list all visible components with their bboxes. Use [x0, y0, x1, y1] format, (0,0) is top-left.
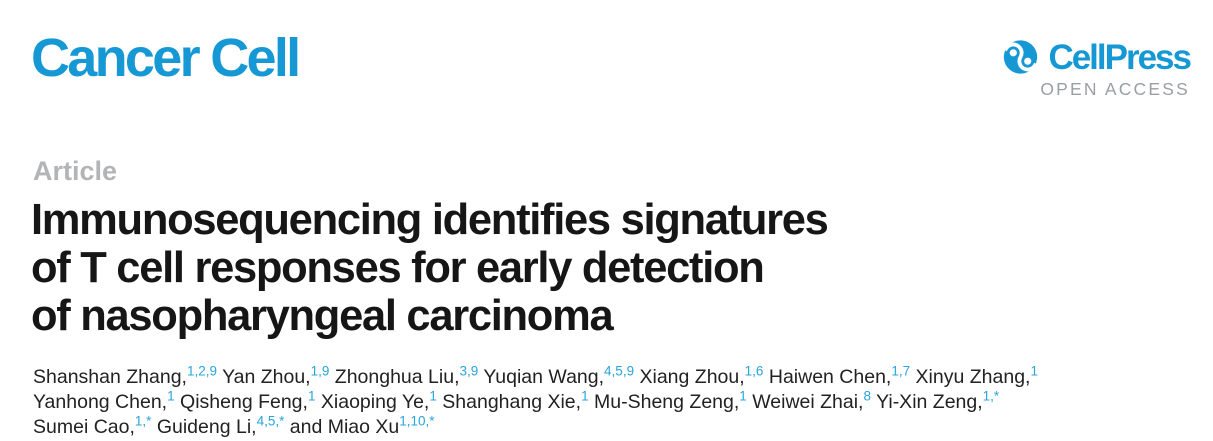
author-line: Shanshan Zhang,1,2,9 Yan Zhou,1,9 Zhongh…	[33, 363, 1038, 390]
author-name: Yuqian Wang,	[483, 366, 605, 388]
author-name: Yanhong Chen,	[33, 391, 168, 413]
author-name: Xiaoping Ye,	[320, 391, 430, 413]
author-name: Mu-Sheng Zeng,	[594, 391, 740, 413]
author-affiliation-superscript: 1	[307, 388, 316, 404]
author-affiliation-superscript: 1,7	[891, 363, 911, 379]
cellpress-logo-icon	[1003, 40, 1039, 74]
author-affiliation-superscript: 1	[1030, 363, 1038, 379]
author-name: Qisheng Feng,	[180, 391, 308, 413]
author-name: Shanshan Zhang,	[33, 366, 187, 388]
author-line: Yanhong Chen,1 Qisheng Feng,1 Xiaoping Y…	[33, 388, 1038, 415]
publisher-block: CellPress OPEN ACCESS	[1000, 37, 1192, 99]
author-affiliation-superscript: 1,2,9	[186, 363, 217, 379]
journal-logo: Cancer Cell	[31, 28, 301, 88]
publisher-name: CellPress	[1048, 37, 1192, 77]
author-affiliation-superscript: 1,9	[310, 363, 330, 379]
author-name: Zhonghua Liu,	[334, 366, 460, 388]
author-name: Yi-Xin Zeng,	[876, 391, 983, 413]
author-name: Haiwen Chen,	[768, 366, 892, 388]
author-name: Xiang Zhou,	[639, 366, 745, 388]
author-affiliation-superscript: 1,6	[744, 363, 764, 379]
author-affiliation-superscript: 3,9	[459, 363, 479, 379]
author-name: Shanghang Xie,	[442, 391, 582, 413]
author-affiliation-superscript: 1	[429, 388, 437, 404]
author-name: Xinyu Zhang,	[915, 366, 1031, 388]
author-line: Sumei Cao,1,* Guideng Li,4,5,* and Miao …	[33, 413, 1038, 440]
author-affiliation-superscript: 1	[739, 388, 747, 404]
author-name: Yan Zhou,	[222, 366, 311, 388]
author-affiliation-superscript: 4,5,9	[604, 363, 635, 379]
open-access-label: OPEN ACCESS	[1040, 79, 1190, 99]
author-affiliation-superscript: 1,*	[982, 388, 1000, 404]
author-name: and Miao Xu	[289, 416, 400, 438]
author-affiliation-superscript: 1	[581, 388, 589, 404]
article-title: Immunosequencing identifies signatures o…	[31, 196, 829, 340]
author-affiliation-superscript: 1,*	[134, 413, 152, 429]
author-list: Shanshan Zhang,1,2,9 Yan Zhou,1,9 Zhongh…	[33, 363, 1038, 440]
author-affiliation-superscript: 4,5,*	[256, 413, 285, 429]
author-affiliation-superscript: 1	[167, 388, 175, 404]
author-name: Sumei Cao,	[33, 416, 135, 438]
author-name: Guideng Li,	[156, 416, 257, 438]
author-name: Weiwei Zhai,	[752, 391, 864, 413]
author-affiliation-superscript: 8	[863, 388, 871, 404]
author-affiliation-superscript: 1,10,*	[399, 413, 435, 429]
article-type-label: Article	[33, 156, 118, 186]
